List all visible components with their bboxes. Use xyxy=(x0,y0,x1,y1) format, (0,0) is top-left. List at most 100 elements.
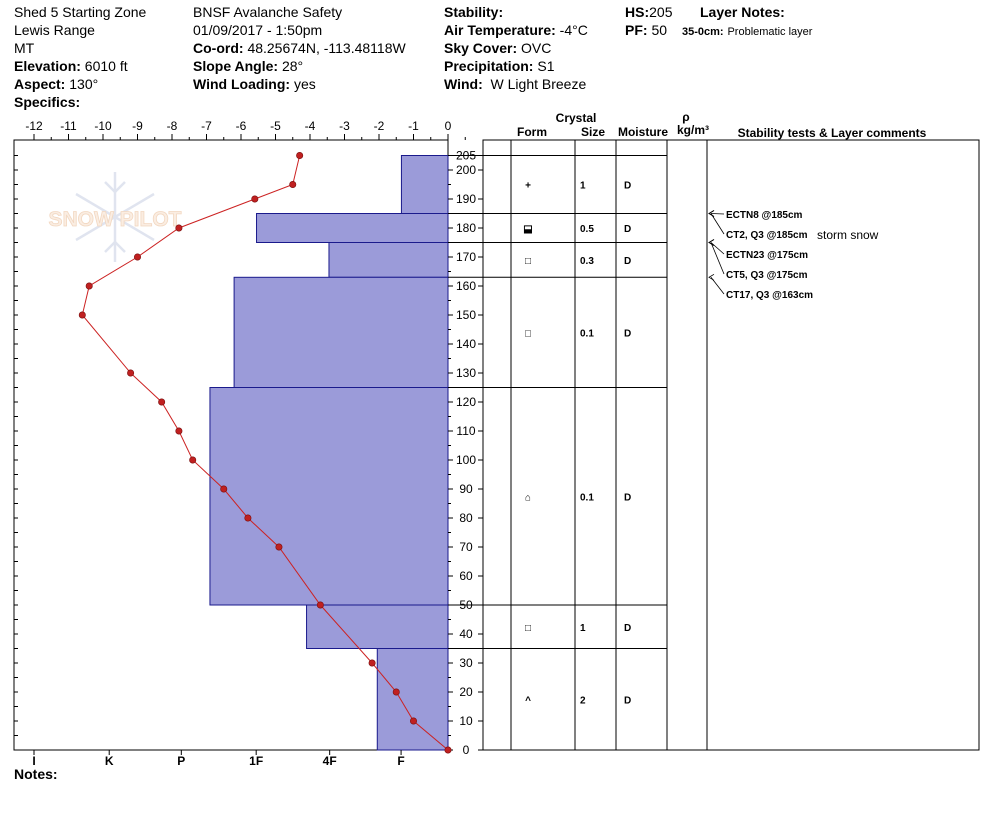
stability-test-label: ECTN23 @175cm xyxy=(726,250,808,261)
temp-tick-label: -4 xyxy=(305,119,316,133)
temp-point xyxy=(175,224,183,232)
crystal-form-symbol: ⌂ xyxy=(525,492,531,503)
specifics-label: Specifics: xyxy=(14,94,81,110)
temp-point xyxy=(220,485,228,493)
hardness-bars xyxy=(209,155,449,751)
crystal-form-symbol: □ xyxy=(525,256,531,267)
height-tick-label: 140 xyxy=(456,337,476,351)
temp-point xyxy=(275,543,283,551)
organization-name: BNSF Avalanche Safety xyxy=(193,4,343,20)
notes-label: Notes: xyxy=(14,766,58,782)
hardness-bar xyxy=(209,387,449,606)
stability-label: Stability: xyxy=(444,4,504,20)
temp-point xyxy=(409,717,417,725)
crystal-form-symbol: ⬓ xyxy=(523,224,532,235)
stability-pointer xyxy=(710,213,725,215)
stability-pointer xyxy=(710,242,725,255)
stability-pointer xyxy=(710,242,725,275)
watermark-text: SNOW PILOT xyxy=(49,208,182,231)
layer-note-range: 35-0cm: xyxy=(682,26,724,38)
layer-rows: +1 D ⬓ 0.5 D □ 0.3 D □ 0.1 D ⌂ 0.1 D □ 1 D ^ 2 D xyxy=(448,155,667,706)
temp-tick-label: 0 xyxy=(445,119,452,133)
sky-cover-value: OVC xyxy=(521,40,552,56)
temp-tick-label: -11 xyxy=(60,119,77,133)
height-tick-label: 0 xyxy=(463,743,470,757)
elevation-field: Elevation: 6010 ft xyxy=(14,57,128,75)
height-tick-label: 100 xyxy=(456,453,476,467)
temp-tick-label: -10 xyxy=(94,119,112,133)
sky-cover-label: Sky Cover: xyxy=(444,40,518,56)
wind-loading-label: Wind Loading: xyxy=(193,76,291,92)
wind-field: Wind: W Light Breeze xyxy=(444,75,586,93)
crystal-size-value: 1 xyxy=(580,623,586,634)
snowpilot-watermark: SNOW PILOT xyxy=(48,172,182,262)
coord-label: Co-ord: xyxy=(193,40,244,56)
wind-label: Wind: xyxy=(444,76,483,92)
elevation-label: Elevation: xyxy=(14,58,81,74)
hardness-tick-label: K xyxy=(105,754,114,768)
air-temp-label: Air Temperature: xyxy=(444,22,556,38)
stability-header: Stability tests & Layer comments xyxy=(738,126,927,140)
hardness-bar xyxy=(256,213,449,243)
stability-pointer-arrow xyxy=(708,239,715,246)
temp-point xyxy=(368,659,376,667)
coord-field: Co-ord: 48.25674N, -113.48118W xyxy=(193,39,406,57)
stability-tests: ECTN8 @185cm CT2, Q3 @185cm storm snow ECTN… xyxy=(708,210,879,301)
crystal-size-value: 1 xyxy=(580,181,586,192)
moisture-value: D xyxy=(624,623,631,634)
density-symbol: ρ xyxy=(682,110,689,124)
state-name: MT xyxy=(14,40,35,56)
temp-point xyxy=(134,253,142,261)
height-tick-label: 10 xyxy=(459,714,473,728)
hardness-bar xyxy=(306,604,449,649)
moisture-value: D xyxy=(624,181,631,192)
moisture-value: D xyxy=(624,224,631,235)
moisture-value: D xyxy=(624,256,631,267)
layer-note-text: Problematic layer xyxy=(727,26,813,38)
precip-value: S1 xyxy=(537,58,555,74)
hardness-tick-label: 1F xyxy=(249,754,263,768)
crystal-header: Crystal xyxy=(556,111,597,125)
height-tick-label: 110 xyxy=(456,424,475,438)
hardness-bar xyxy=(400,155,449,214)
height-tick-label: 70 xyxy=(459,540,473,554)
hardness-bar xyxy=(233,276,449,388)
temp-point xyxy=(392,688,400,696)
observation-datetime: 01/09/2017 - 1:50pm xyxy=(193,22,323,38)
temp-tick-label: -9 xyxy=(132,119,143,133)
moisture-value: D xyxy=(624,328,631,339)
temp-tick-label: -1 xyxy=(408,119,419,133)
wind-value: W Light Breeze xyxy=(490,76,587,92)
temp-point xyxy=(444,746,452,754)
height-tick-label: 90 xyxy=(459,482,473,496)
hardness-tick-label: I xyxy=(32,754,35,768)
stability-pointer-arrow xyxy=(708,210,715,217)
crystal-size-value: 0.5 xyxy=(580,224,594,235)
air-temp-value: -4°C xyxy=(559,22,588,38)
temp-point xyxy=(296,152,304,160)
moisture-header: Moisture xyxy=(618,125,668,139)
table-column-headers: Crystal Form Size Moisture ρ kg/m³ Stabi… xyxy=(517,110,927,140)
slope-label: Slope Angle: xyxy=(193,58,279,74)
height-tick-label: 80 xyxy=(459,511,473,525)
temp-point xyxy=(78,311,86,319)
hs-label: HS: xyxy=(625,4,650,20)
temp-point xyxy=(251,195,259,203)
temp-point xyxy=(189,456,197,464)
temp-tick-label: -8 xyxy=(167,119,178,133)
hardness-tick-label: 4F xyxy=(323,754,337,768)
hardness-bar xyxy=(328,242,449,278)
height-tick-label: 130 xyxy=(456,366,476,380)
stability-pointer xyxy=(710,213,725,235)
temperature-profile xyxy=(78,152,452,754)
aspect-value: 130° xyxy=(69,76,99,92)
layer-notes-label: Layer Notes: xyxy=(700,4,785,20)
height-tick-label: 170 xyxy=(456,250,476,264)
range-name: Lewis Range xyxy=(14,22,95,38)
sky-cover-field: Sky Cover: OVC xyxy=(444,39,551,57)
stability-test-label: ECTN8 @185cm xyxy=(726,210,803,221)
layer-note: 35-0cm: Problematic layer xyxy=(682,21,812,41)
height-tick-label: 190 xyxy=(456,192,476,206)
pf-value: 50 xyxy=(651,22,668,38)
stability-test-label: CT17, Q3 @163cm xyxy=(726,290,813,301)
